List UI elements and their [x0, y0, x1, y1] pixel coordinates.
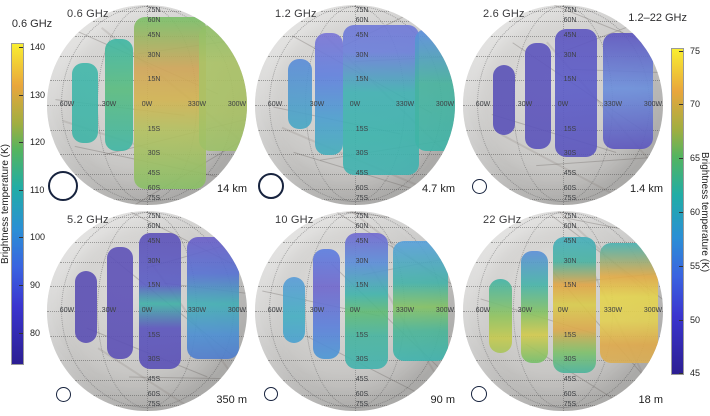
brightness-temperature-swath	[134, 17, 206, 189]
right-colorbar-gradient	[671, 48, 684, 375]
beam-size-circle	[471, 178, 487, 194]
brightness-temperature-swath	[345, 233, 388, 369]
colorbar-tick-mark	[19, 142, 23, 143]
colorbar-tick-label: 55	[690, 261, 701, 271]
brightness-temperature-swath	[600, 243, 658, 363]
left-colorbar-axis-label: Brightness temperature (K)	[0, 143, 11, 265]
colorbar-tick-mark	[19, 47, 23, 48]
beam-resolution-label: 18 m	[638, 394, 663, 406]
brightness-temperature-swath	[187, 237, 239, 359]
colorbar-tick-mark	[679, 266, 683, 267]
colorbar-tick-label: 75	[690, 46, 701, 56]
brightness-temperature-swath	[415, 29, 455, 151]
colorbar-tick-label: 65	[690, 153, 701, 163]
map-panel: 75N 60N 45N 30N 15N 15S 30S 45S 60S 75S 60W 30W 0W 33…	[459, 2, 667, 210]
left-colorbar-title: 0.6 GHz	[11, 18, 53, 30]
brightness-temperature-swath	[313, 249, 340, 359]
right-colorbar-axis-label: Brightness temperature (K)	[699, 151, 710, 273]
map-panel: 75N 60N 45N 30N 15N 15S 30S 45S 60S 75S 60W 30W 0W 33…	[43, 208, 251, 416]
brightness-temperature-swath	[139, 233, 181, 369]
colorbar-tick-label: 130	[30, 90, 46, 100]
europa-globe	[255, 5, 455, 205]
colorbar-tick-label: 120	[30, 137, 46, 147]
europa-globe	[47, 211, 247, 411]
brightness-temperature-swath	[603, 33, 653, 149]
brightness-temperature-swath	[343, 25, 419, 175]
brightness-temperature-swath	[555, 29, 597, 157]
colorbar-tick-label: 90	[30, 280, 41, 290]
colorbar-tick-mark	[679, 212, 683, 213]
brightness-temperature-swath	[72, 63, 98, 143]
colorbar-tick-label: 110	[30, 185, 45, 195]
colorbar-tick-label: 100	[30, 232, 46, 242]
beam-size-circle	[55, 386, 71, 402]
europa-globe	[255, 211, 455, 411]
brightness-temperature-swath	[553, 237, 596, 373]
colorbar-tick-label: 60	[690, 207, 701, 217]
beam-resolution-label: 1.4 km	[629, 183, 663, 195]
brightness-temperature-swath	[521, 251, 548, 363]
brightness-temperature-swath	[288, 59, 312, 129]
map-panel: 75N 60N 45N 30N 15N 15S 30S 45S 60S 75S 60W 30W 0W 33…	[459, 208, 667, 416]
left-colorbar-gradient	[11, 43, 24, 365]
colorbar-tick-label: 50	[690, 315, 701, 325]
colorbar-tick-mark	[679, 320, 683, 321]
colorbar-tick-label: 80	[30, 328, 41, 338]
europa-globe	[47, 5, 247, 205]
colorbar-tick-label: 70	[690, 99, 701, 109]
brightness-temperature-swath	[107, 247, 133, 359]
beam-size-circle	[48, 171, 78, 201]
brightness-temperature-swath	[199, 25, 247, 151]
colorbar-tick-mark	[19, 333, 23, 334]
beam-size-circle	[471, 386, 487, 402]
brightness-temperature-swath	[315, 33, 343, 155]
colorbar-tick-mark	[679, 104, 683, 105]
panel-frequency-label: 22 GHz	[483, 214, 522, 226]
colorbar-tick-mark	[19, 285, 23, 286]
colorbar-tick-mark	[679, 373, 683, 374]
brightness-temperature-swath	[393, 241, 448, 361]
colorbar-tick-label: 45	[690, 368, 701, 378]
panel-frequency-label: 0.6 GHz	[67, 8, 109, 20]
beam-size-circle	[264, 387, 278, 401]
beam-resolution-label: 350 m	[216, 394, 247, 406]
beam-size-circle	[258, 173, 284, 199]
brightness-temperature-swath	[489, 279, 512, 353]
colorbar-tick-label: 140	[30, 42, 46, 52]
europa-globe	[463, 211, 663, 411]
colorbar-tick-mark	[19, 190, 23, 191]
beam-resolution-label: 90 m	[430, 394, 455, 406]
brightness-temperature-swath	[493, 65, 515, 135]
panel-frequency-label: 2.6 GHz	[483, 8, 525, 20]
map-panel: 75N 60N 45N 30N 15N 15S 30S 45S 60S 75S 60W 30W 0W 33…	[251, 2, 459, 210]
colorbar-tick-mark	[679, 158, 683, 159]
beam-resolution-label: 4.7 km	[421, 183, 455, 195]
brightness-temperature-swath	[75, 271, 97, 343]
panel-frequency-label: 5.2 GHz	[67, 214, 109, 226]
right-colorbar-title: 1.2–22 GHz	[628, 12, 687, 24]
colorbar-tick-mark	[679, 51, 683, 52]
colorbar-tick-mark	[19, 237, 23, 238]
beam-resolution-label: 14 km	[217, 183, 247, 195]
map-panel: 75N 60N 45N 30N 15N 15S 30S 45S 60S 75S 60W 30W 0W 33…	[251, 208, 459, 416]
panel-frequency-label: 10 GHz	[275, 214, 314, 226]
brightness-temperature-swath	[105, 39, 133, 151]
brightness-temperature-swath	[525, 43, 551, 149]
brightness-temperature-swath	[283, 277, 305, 343]
colorbar-tick-mark	[19, 95, 23, 96]
map-panel: 75N 60N 45N 30N 15N 15S 30S 45S 60S 75S 60W 30W 0W 33…	[43, 2, 251, 210]
panel-frequency-label: 1.2 GHz	[275, 8, 317, 20]
europa-globe	[463, 5, 663, 205]
